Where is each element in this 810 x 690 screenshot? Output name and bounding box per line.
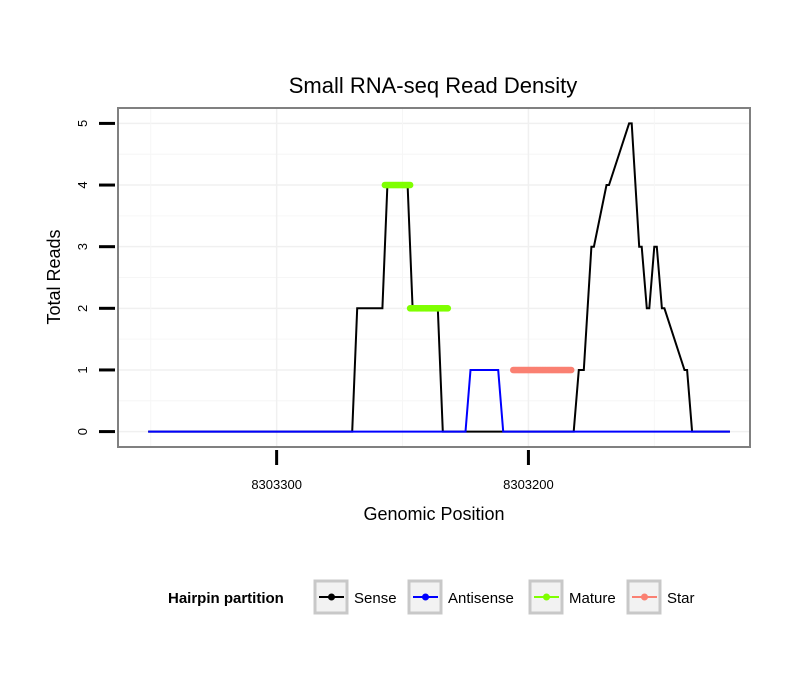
point-mature	[444, 305, 452, 312]
x-tick-label: 8303200	[503, 477, 554, 492]
point-star	[567, 366, 575, 374]
x-tick-label: 8303300	[251, 477, 302, 492]
y-tick-label: 1	[75, 366, 90, 373]
legend-label: Mature	[569, 590, 616, 607]
series-antisense	[148, 369, 730, 433]
y-tick-label: 4	[75, 181, 90, 188]
legend-item-sense: Sense	[313, 579, 397, 615]
x-axis-title: Genomic Position	[363, 504, 504, 524]
point-mature	[406, 181, 414, 189]
legend-title: Hairpin partition	[168, 590, 284, 607]
legend-key-point	[422, 593, 429, 601]
x-axis: 8303300 8303200	[251, 450, 554, 492]
legend-key-point	[641, 593, 648, 601]
legend-item-antisense: Antisense	[407, 579, 514, 615]
series-layer	[148, 122, 730, 433]
legend-key-point	[543, 593, 550, 601]
legend-key-point	[328, 593, 335, 601]
legend-label: Sense	[354, 590, 397, 607]
y-tick-label: 0	[75, 428, 90, 435]
chart-title: Small RNA-seq Read Density	[289, 73, 578, 98]
series-star	[510, 366, 575, 374]
legend-item-mature: Mature	[528, 579, 616, 615]
legend-label: Star	[667, 590, 695, 607]
plot-panel	[117, 107, 751, 448]
legend-item-star: Star	[626, 579, 695, 615]
y-axis: 0 1 2 3 4 5	[75, 120, 115, 435]
legend-label: Antisense	[448, 590, 514, 607]
series-line-antisense	[148, 369, 730, 433]
y-tick-label: 3	[75, 243, 90, 250]
y-axis-title: Total Reads	[44, 229, 64, 324]
legend: Hairpin partition Sense Antisense Mature St…	[168, 579, 695, 615]
y-tick-label: 2	[75, 305, 90, 312]
series-mature	[381, 181, 452, 312]
y-tick-label: 5	[75, 120, 90, 127]
